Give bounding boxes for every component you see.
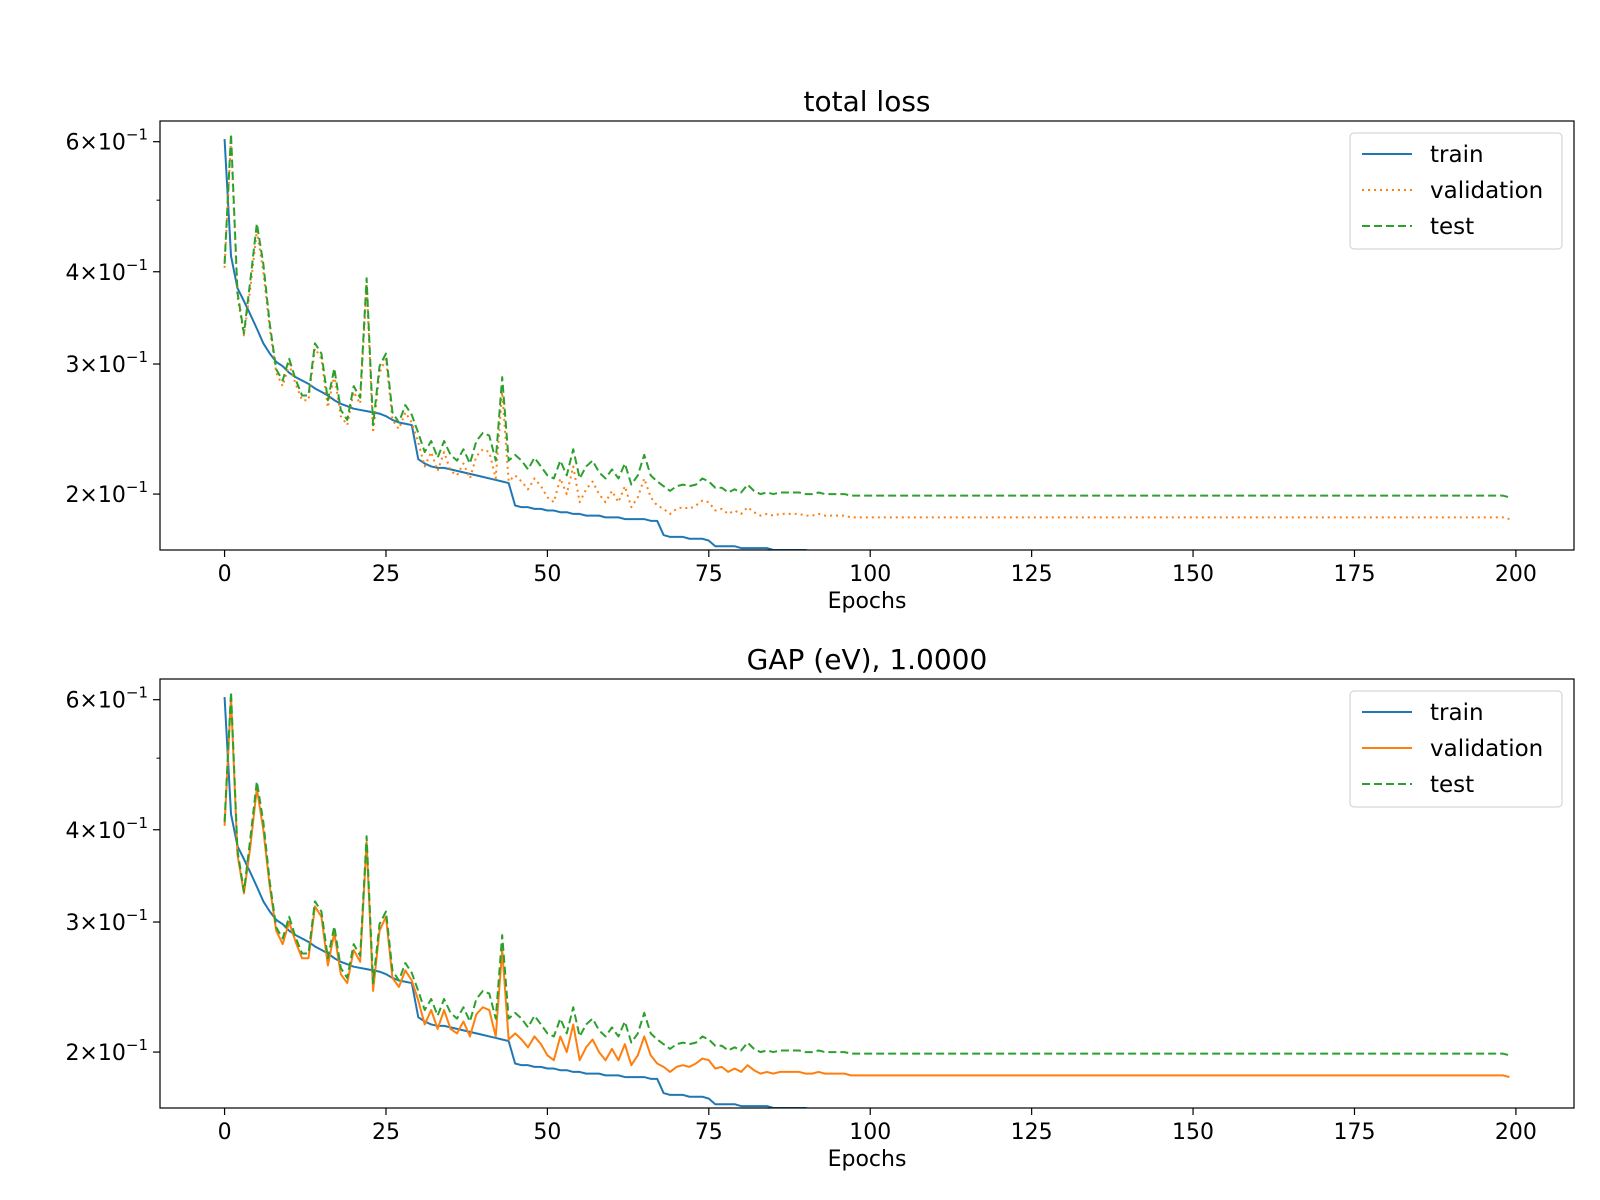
y-tick-label: 2×10−1: [65, 1036, 148, 1066]
y-tick-label: 4×10−1: [65, 256, 148, 286]
series-line-test: [223, 690, 1510, 1057]
legend-label-test: test: [1430, 214, 1474, 240]
x-axis-label: Epochs: [828, 589, 907, 614]
legend: train validation test: [1349, 690, 1563, 808]
x-tick-label: 125: [1011, 562, 1053, 587]
x-tick-label: 150: [1172, 562, 1214, 587]
y-tick-label: 3×10−1: [65, 348, 148, 378]
x-tick-label: 25: [372, 1120, 400, 1145]
x-tick-label: 125: [1011, 1120, 1053, 1145]
total-loss-panel: total loss 6×10−1 4×10−1 3×10−1 2×10−1 0 25 50 7…: [65, 85, 1575, 614]
x-tick-label: 200: [1495, 562, 1537, 587]
x-tick-label: 0: [218, 1120, 232, 1145]
x-tick-label: 100: [849, 1120, 891, 1145]
y-tick-label: 6×10−1: [65, 684, 148, 714]
x-tick-label: 75: [695, 1120, 723, 1145]
x-tick-label: 25: [372, 562, 400, 587]
y-tick-label: 2×10−1: [65, 478, 148, 508]
series-line-test: [223, 132, 1510, 499]
legend-box: [1349, 132, 1563, 250]
legend-box: [1349, 690, 1563, 808]
chart-title: GAP (eV), 1.0000: [747, 643, 988, 676]
y-tick-label: 3×10−1: [65, 906, 148, 936]
x-tick-label: 175: [1333, 1120, 1375, 1145]
y-tick-label: 4×10−1: [65, 814, 148, 844]
x-tick-label: 175: [1333, 562, 1375, 587]
x-tick-label: 50: [533, 1120, 561, 1145]
x-axis-label: Epochs: [828, 1147, 907, 1172]
x-tick-label: 200: [1495, 1120, 1537, 1145]
x-tick-label: 75: [695, 562, 723, 587]
x-tick-label: 50: [533, 562, 561, 587]
legend-label-test: test: [1430, 772, 1474, 798]
x-tick-label: 100: [849, 562, 891, 587]
legend-label-train: train: [1430, 142, 1484, 168]
legend-label-validation: validation: [1430, 736, 1543, 762]
axes-frame: [159, 678, 1575, 1109]
x-tick-label: 150: [1172, 1120, 1214, 1145]
legend-label-train: train: [1430, 700, 1484, 726]
series-line-train: [223, 138, 810, 550]
legend: train validation test: [1349, 132, 1563, 250]
series-line-validation: [223, 696, 1510, 1079]
gap-panel: GAP (eV), 1.0000 6×10−1 4×10−1 3×10−1 2×10−1…: [65, 643, 1575, 1172]
chart-title: total loss: [803, 85, 930, 118]
legend-label-validation: validation: [1430, 178, 1543, 204]
x-tick-label: 0: [218, 562, 232, 587]
axes-frame: [159, 120, 1575, 551]
series-line-validation: [223, 138, 1510, 521]
y-tick-label: 6×10−1: [65, 126, 148, 156]
